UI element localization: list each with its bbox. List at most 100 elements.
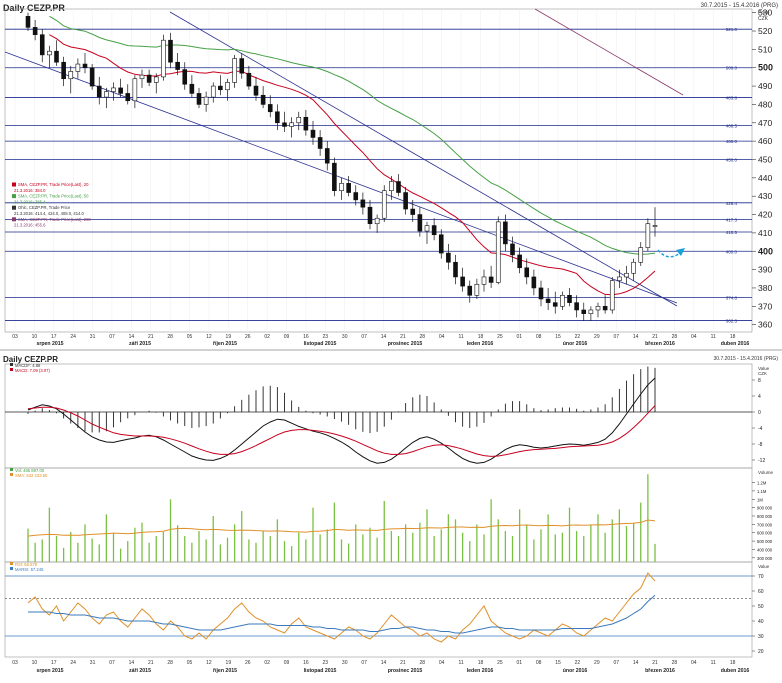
projection-path xyxy=(657,249,681,258)
price-month-label: prosinec 2015 xyxy=(388,341,423,347)
legend-swatch xyxy=(12,182,16,187)
candle-body xyxy=(360,199,366,208)
bottom-xtick-label: 31 xyxy=(90,660,96,666)
candle-body xyxy=(367,206,373,225)
price-xtick-label: 07 xyxy=(361,334,367,340)
macd-legend-swatch xyxy=(10,363,13,366)
candle-body xyxy=(417,214,423,232)
candle-body xyxy=(118,87,123,94)
price-ytick-label: 530 xyxy=(758,8,772,18)
candle-body xyxy=(588,309,594,314)
level-label: 450.0 xyxy=(726,157,738,162)
candle-body xyxy=(218,85,223,91)
candle-body xyxy=(332,162,337,191)
price-xtick-label: 03 xyxy=(12,334,18,340)
candle-body xyxy=(446,252,451,263)
candle-body xyxy=(289,122,294,127)
candle-body xyxy=(545,298,551,303)
candle-body xyxy=(68,71,74,80)
candle-body xyxy=(503,221,508,245)
price-xtick-label: 29 xyxy=(594,334,600,340)
bottom-xtick-label: 18 xyxy=(730,660,736,666)
bottom-xtick-label: 26 xyxy=(245,660,251,666)
bottom-xtick-label: 21 xyxy=(148,660,154,666)
volume-ytick-label: 900 000 xyxy=(757,506,773,511)
price-ytick-label: 460 xyxy=(758,136,772,146)
candle-body xyxy=(346,183,351,193)
price-xtick-label: 14 xyxy=(129,334,135,340)
macd-ytick-label: 0 xyxy=(758,410,761,416)
header-range: 30.7.2015 - 15.4.2016 (PRG) xyxy=(700,3,778,9)
level-label: 521.0 xyxy=(726,27,738,32)
candle-body xyxy=(381,190,387,219)
price-month-label: březen 2016 xyxy=(645,341,675,347)
candle-body xyxy=(310,129,316,138)
volume-ytick-label: 500 000 xyxy=(757,539,773,544)
candle-body xyxy=(54,50,59,63)
bottom-xtick-label: 19 xyxy=(226,660,232,666)
price-xtick-label: 02 xyxy=(264,334,270,340)
candle-body xyxy=(510,243,515,256)
candle-body xyxy=(495,221,501,283)
price-xtick-label: 21 xyxy=(148,334,154,340)
bottom-xtick-label: 23 xyxy=(323,660,329,666)
candle-body xyxy=(374,217,380,225)
price-xtick-label: 28 xyxy=(167,334,173,340)
candle-body xyxy=(296,116,302,124)
candle-body xyxy=(624,272,629,278)
price-xtick-label: 12 xyxy=(206,334,212,340)
bottom-month-label: srpen 2015 xyxy=(36,668,63,674)
candle-body xyxy=(396,181,401,193)
candle-body xyxy=(161,39,166,78)
candle-body xyxy=(175,61,180,70)
bottom-xtick-label: 28 xyxy=(167,660,173,666)
price-xtick-label: 21 xyxy=(400,334,406,340)
price-xtick-label: 23 xyxy=(323,334,329,340)
candle-body xyxy=(538,287,544,300)
candle-body xyxy=(609,280,615,311)
bottom-xtick-label: 12 xyxy=(206,660,212,666)
bottom-month-label: prosinec 2015 xyxy=(388,668,423,674)
level-label: 417.3 xyxy=(726,218,738,223)
candle-body xyxy=(253,85,259,96)
price-xtick-label: 14 xyxy=(633,334,639,340)
bottom-xtick-label: 28 xyxy=(420,660,426,666)
price-ytick-label: 370 xyxy=(758,301,772,311)
rsi-legend-entry: MARSI: 57.245 xyxy=(15,567,44,572)
price-axis-unit: CZK xyxy=(758,16,769,22)
candle-body xyxy=(104,91,109,98)
price-xtick-label: 25 xyxy=(497,334,503,340)
price-month-label: listopad 2015 xyxy=(304,341,337,347)
price-axis-label: Price xyxy=(758,10,770,16)
level-label: 483.8 xyxy=(726,95,738,100)
legend-swatch xyxy=(12,194,16,199)
bottom-xtick-label: 04 xyxy=(439,660,445,666)
volume-ytick-label: 700 000 xyxy=(757,522,773,527)
rsi-legend-entry: RSI: 66.579 xyxy=(15,562,38,567)
rsi-ytick-label: 40 xyxy=(758,619,764,625)
macd-line xyxy=(27,377,656,464)
candle-body xyxy=(146,74,152,83)
macd-ytick-label: -12 xyxy=(758,458,765,464)
candle-body xyxy=(75,63,81,72)
candle-body xyxy=(474,283,480,296)
sma200-line xyxy=(534,8,684,96)
level-label: 500.0 xyxy=(726,66,738,71)
candle-body xyxy=(61,61,66,80)
trend-line-2 xyxy=(169,11,678,307)
candle-body xyxy=(25,16,31,28)
rsi-ytick-label: 70 xyxy=(758,574,764,580)
price-xtick-label: 01 xyxy=(516,334,522,340)
price-xtick-label: 17 xyxy=(51,334,57,340)
legend-swatch xyxy=(12,205,16,210)
macd-axis-label: Value xyxy=(758,366,770,371)
macd-ytick-label: 8 xyxy=(758,378,761,384)
legend-entry: SMA, CEZP.PR, Trade Price(Last), 200 xyxy=(18,217,91,222)
rsi-axis-label: Value xyxy=(758,564,770,569)
bottom-xtick-label: 09 xyxy=(284,660,290,666)
price-xtick-label: 05 xyxy=(187,334,193,340)
macd-ytick-label: 4 xyxy=(758,394,761,400)
bottom-xtick-label: 14 xyxy=(129,660,135,666)
price-ytick-label: 440 xyxy=(758,173,772,183)
level-label: 362.3 xyxy=(726,318,738,323)
